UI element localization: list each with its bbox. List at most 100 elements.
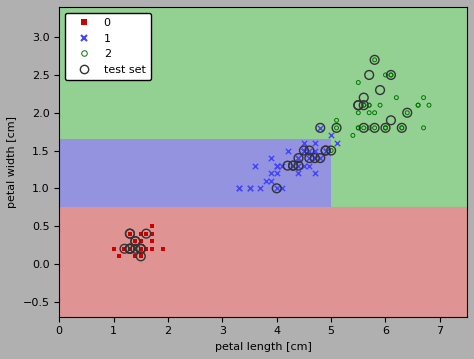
Point [317, 125, 324, 131]
Point [148, 246, 155, 252]
Point [360, 102, 367, 108]
Point [355, 110, 362, 116]
Point [267, 170, 275, 176]
Point [398, 125, 406, 131]
Point [137, 246, 145, 252]
Point [132, 246, 139, 252]
Point [295, 155, 302, 161]
Point [289, 163, 297, 168]
Point [137, 246, 145, 252]
Point [273, 163, 281, 168]
Point [142, 231, 150, 237]
Point [137, 246, 145, 252]
Point [317, 125, 324, 131]
Point [371, 57, 378, 63]
Point [382, 125, 389, 131]
Point [132, 238, 139, 244]
Point [126, 246, 134, 252]
Point [132, 246, 139, 252]
Point [148, 231, 155, 237]
Point [328, 132, 335, 138]
Point [137, 231, 145, 237]
Point [360, 125, 367, 131]
Point [376, 102, 384, 108]
Legend: 0, 1, 2, test set: 0, 1, 2, test set [65, 13, 151, 80]
Point [392, 95, 400, 101]
Point [262, 178, 270, 183]
Point [425, 102, 433, 108]
Point [295, 163, 302, 168]
Point [267, 178, 275, 183]
Point [311, 155, 319, 161]
Point [311, 155, 319, 161]
Point [311, 170, 319, 176]
Point [137, 246, 145, 252]
Point [142, 246, 150, 252]
Point [317, 155, 324, 161]
Point [295, 155, 302, 161]
Point [137, 238, 145, 244]
Point [137, 231, 145, 237]
Point [132, 246, 139, 252]
Point [322, 148, 329, 153]
Point [137, 246, 145, 252]
Point [251, 163, 259, 168]
Point [398, 125, 406, 131]
Point [355, 102, 362, 108]
Point [420, 95, 428, 101]
Point [333, 140, 340, 146]
Point [387, 72, 395, 78]
Point [365, 110, 373, 116]
Point [365, 102, 373, 108]
Point [126, 246, 134, 252]
Point [273, 170, 281, 176]
Point [371, 125, 378, 131]
Point [328, 148, 335, 153]
Point [115, 253, 123, 259]
Point [137, 246, 145, 252]
Point [360, 125, 367, 131]
Point [142, 246, 150, 252]
Point [121, 246, 128, 252]
Point [246, 186, 253, 191]
Point [278, 186, 286, 191]
Point [382, 125, 389, 131]
Point [159, 246, 166, 252]
Point [355, 125, 362, 131]
Point [382, 125, 389, 131]
Point [365, 72, 373, 78]
Point [137, 246, 145, 252]
Point [126, 246, 134, 252]
Point [142, 231, 150, 237]
Point [295, 155, 302, 161]
Point [311, 140, 319, 146]
Point [387, 72, 395, 78]
Point [235, 186, 243, 191]
Point [420, 125, 428, 131]
Point [284, 148, 292, 153]
Point [360, 95, 367, 101]
Point [256, 186, 264, 191]
Point [300, 148, 308, 153]
Point [333, 125, 340, 131]
Point [300, 148, 308, 153]
Point [317, 155, 324, 161]
Point [360, 102, 367, 108]
Point [311, 148, 319, 153]
Point [132, 246, 139, 252]
Point [376, 87, 384, 93]
Point [306, 148, 313, 153]
Point [300, 163, 308, 168]
Point [110, 246, 118, 252]
Point [137, 246, 145, 252]
Point [414, 102, 422, 108]
Point [137, 253, 145, 259]
Point [365, 125, 373, 131]
Point [289, 163, 297, 168]
Point [306, 163, 313, 168]
Point [306, 148, 313, 153]
Point [142, 246, 150, 252]
Point [300, 140, 308, 146]
Point [126, 231, 134, 237]
Point [403, 110, 411, 116]
